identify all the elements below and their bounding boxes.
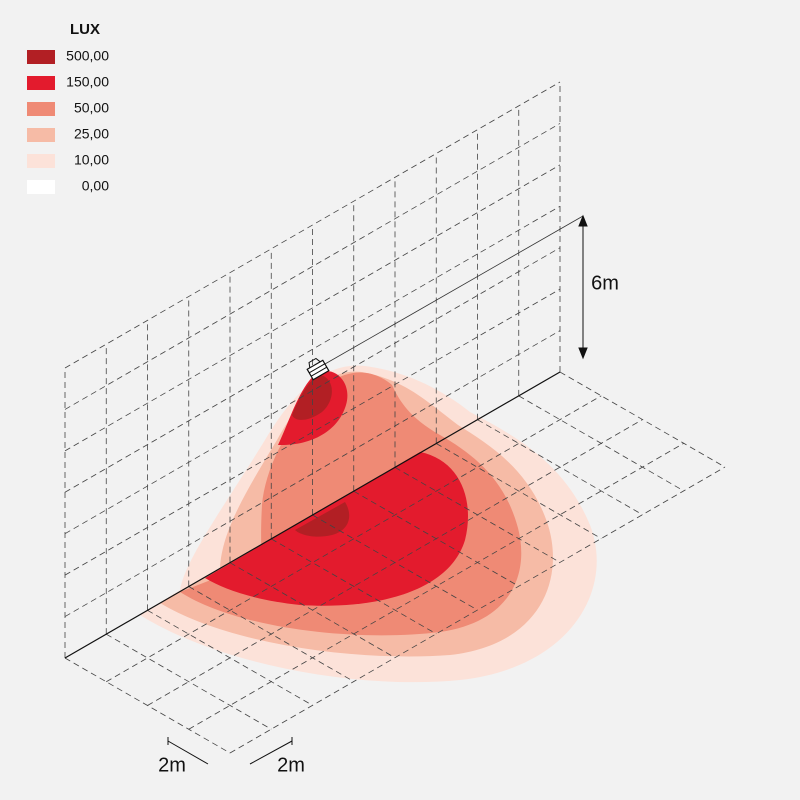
- grid-line: [436, 443, 602, 539]
- grid-line: [106, 633, 272, 730]
- grid-line: [64, 164, 561, 452]
- legend: 500,00 150,00 50,00 25,00 10,00 0,00: [27, 48, 109, 194]
- legend-label: 10,00: [74, 152, 109, 168]
- legend-label: 500,00: [66, 48, 109, 64]
- width-label: 2m: [158, 754, 186, 776]
- grid-line: [271, 538, 437, 635]
- legend-label: 0,00: [82, 178, 109, 194]
- grid-line: [64, 123, 561, 410]
- grid-dimensions: [167, 737, 293, 765]
- legend-label: 25,00: [74, 126, 109, 142]
- grid-line: [147, 419, 643, 706]
- mounting-line: [317, 215, 584, 369]
- wall-base: [64, 371, 561, 659]
- grid-line: [477, 419, 643, 516]
- legend-swatch: [27, 180, 55, 194]
- legend-swatch: [27, 154, 55, 168]
- grid-line: [64, 81, 561, 369]
- grid-line: [229, 466, 726, 754]
- height-label: 6m: [591, 272, 619, 294]
- legend-swatch: [27, 76, 55, 90]
- depth-label: 2m: [277, 754, 305, 776]
- contour-500-floor: [295, 502, 350, 537]
- grid-line: [64, 288, 561, 576]
- legend-swatch: [27, 102, 55, 116]
- grid: [64, 81, 726, 754]
- fixture: [306, 357, 330, 381]
- grid-line: [188, 442, 684, 730]
- height-dimension: [578, 214, 588, 360]
- legend-title: LUX: [70, 21, 100, 38]
- contour-500-wall: [292, 375, 332, 420]
- grid-line: [106, 395, 602, 683]
- legend-label: 50,00: [74, 100, 109, 116]
- grid-line: [64, 205, 561, 493]
- legend-swatch: [27, 50, 55, 64]
- legend-label: 150,00: [66, 74, 109, 90]
- grid-line: [64, 330, 561, 617]
- legend-swatch: [27, 128, 55, 142]
- grid-line: [64, 247, 561, 535]
